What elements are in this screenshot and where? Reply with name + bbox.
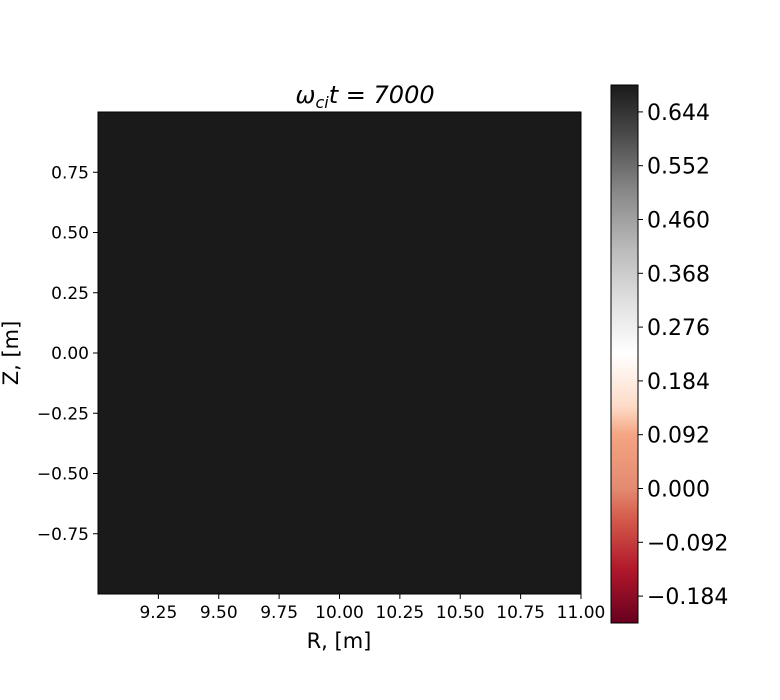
colorbar-tick-label: 0.644 — [647, 101, 710, 126]
y-tick-label: −0.50 — [37, 465, 89, 485]
y-tick-label: 0.50 — [51, 224, 89, 244]
colorbar-tick-label: 0.368 — [647, 262, 710, 287]
x-tick-label: 10.75 — [496, 603, 545, 623]
colorbar: 0.644 0.552 0.460 0.368 0.276 0.184 0.092 0.000… — [610, 84, 728, 624]
x-axis-label: R, [m] — [307, 629, 372, 653]
y-axis-label: Z, [m] — [0, 321, 23, 386]
colorbar-gradient — [611, 85, 638, 623]
colorbar-ticks: 0.644 0.552 0.460 0.368 0.276 0.184 0.092 0.000… — [638, 101, 728, 610]
colorbar-tick-label: 0.460 — [647, 209, 710, 234]
colorbar-frame — [610, 84, 639, 624]
x-tick-label: 9.75 — [260, 603, 298, 623]
y-tick-label: 0.00 — [51, 344, 89, 364]
y-tick-label: 0.25 — [51, 284, 89, 304]
plot-area — [97, 111, 582, 595]
x-tick-label: 10.25 — [376, 603, 425, 623]
x-tick-label: 11.00 — [557, 603, 606, 623]
chart-title: ωcit = 7000 — [295, 81, 434, 112]
colorbar-tick-label: 0.276 — [647, 316, 710, 341]
colorbar-tick-label: 0.000 — [647, 478, 710, 503]
x-tick-label: 9.25 — [139, 603, 177, 623]
x-tick-label: 10.00 — [315, 603, 364, 623]
x-tick-label: 9.50 — [200, 603, 238, 623]
x-axis: 9.25 9.50 9.75 10.00 10.25 10.50 10.75 11.00 — [139, 594, 605, 623]
x-tick-label: 10.50 — [436, 603, 485, 623]
colorbar-tick-label: 0.184 — [647, 370, 710, 395]
y-tick-label: 0.75 — [51, 163, 89, 183]
colorbar-tick-label: 0.552 — [647, 155, 710, 180]
y-tick-label: −0.75 — [37, 525, 89, 545]
y-tick-label: −0.25 — [37, 404, 89, 424]
colorbar-tick-label: 0.092 — [647, 424, 710, 449]
colorbar-tick-label: −0.184 — [647, 585, 728, 610]
colorbar-tick-label: −0.092 — [647, 531, 728, 556]
y-axis: 0.75 0.50 0.25 0.00 −0.25 −0.50 −0.75 — [37, 163, 98, 545]
field-heatmap — [98, 112, 581, 594]
